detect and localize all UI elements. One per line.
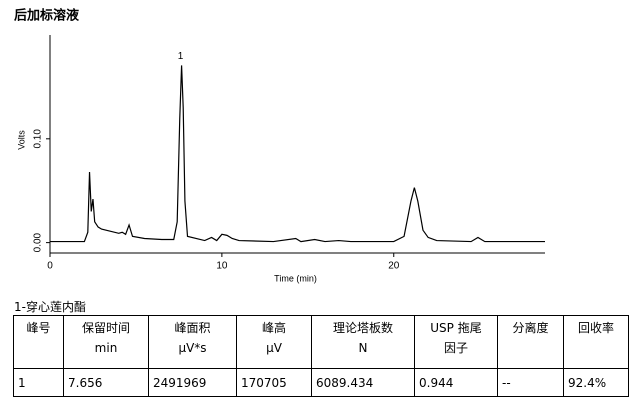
header-text: USP 拖尾 [430, 321, 482, 335]
header-text: 峰面积 [174, 321, 211, 335]
header-cell: 分离度 [497, 315, 564, 369]
header-text: 分离度 [512, 321, 549, 335]
chromatogram-line [50, 65, 545, 243]
table-cell: 1 [13, 368, 64, 397]
y-axis-title: Volts [16, 130, 26, 150]
header-text: 保留时间 [81, 321, 130, 335]
results-table: 峰号 保留时间 min 峰面积 µV*s 峰高 µV 理论塔板数 N USP 拖尾 因子 分离度 回收率… [13, 315, 629, 397]
table-cell: 92.4% [563, 368, 629, 397]
header-text: 因子 [443, 341, 468, 355]
header-cell: 峰高 µV [236, 315, 312, 369]
table-caption: 1-穿心莲内酯 [14, 300, 86, 314]
table-row: 1 7.656 2491969 170705 6089.434 0.944 -- 92.4% [13, 368, 629, 397]
header-cell: 回收率 [563, 315, 629, 369]
header-text: µV*s [178, 341, 207, 355]
table-cell: 2491969 [148, 368, 237, 397]
header-text: 理论塔板数 [332, 321, 393, 335]
table-cell: 0.944 [414, 368, 498, 397]
table-cell: 6089.434 [311, 368, 415, 397]
header-text: 峰号 [26, 321, 51, 335]
header-text: 回收率 [577, 321, 614, 335]
header-cell: 理论塔板数 N [311, 315, 415, 369]
header-cell: USP 拖尾 因子 [414, 315, 498, 369]
x-tick-label: 0 [47, 261, 53, 272]
y-tick-label: 0.00 [33, 232, 44, 252]
chart: 后加标溶液 0.00 0.10 0 10 20 Time (min) Volts 1 [14, 7, 545, 283]
x-tick-label: 20 [388, 261, 400, 272]
header-text: N [358, 341, 368, 355]
peak-label: 1 [178, 51, 184, 62]
header-text: µV [266, 341, 282, 355]
header-cell: 峰面积 µV*s [148, 315, 237, 369]
x-axis-title: Time (min) [274, 273, 317, 283]
table-cell: 7.656 [63, 368, 149, 397]
chart-title: 后加标溶液 [14, 7, 79, 22]
header-cell: 峰号 [13, 315, 64, 369]
header-cell: 保留时间 min [63, 315, 149, 369]
table-cell: -- [497, 368, 564, 397]
x-tick-label: 10 [216, 261, 228, 272]
header-text: min [94, 341, 118, 355]
y-tick-label: 0.10 [33, 129, 44, 149]
table-cell: 170705 [236, 368, 312, 397]
header-text: 峰高 [261, 321, 286, 335]
